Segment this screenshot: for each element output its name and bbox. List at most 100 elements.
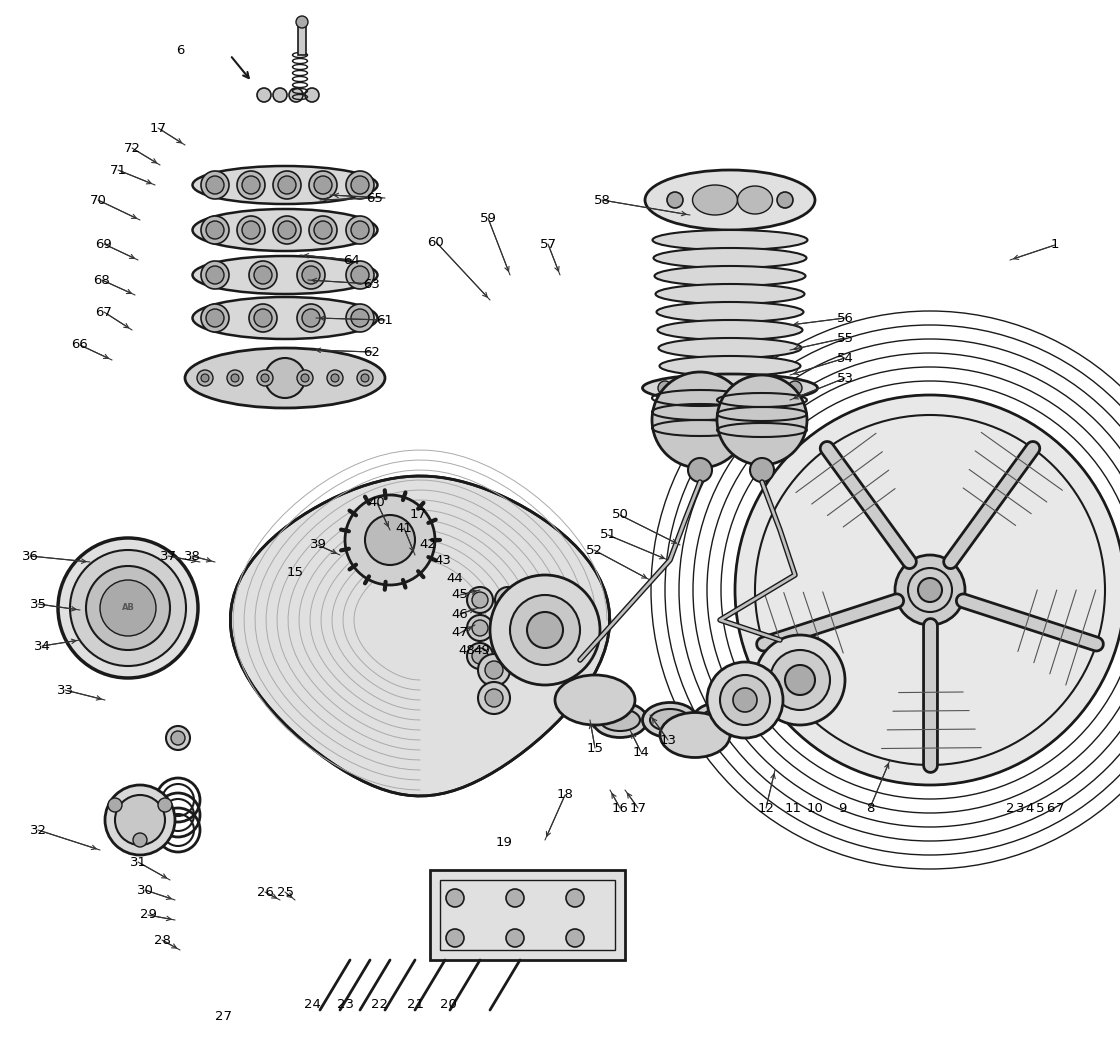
Ellipse shape (660, 712, 730, 758)
Ellipse shape (193, 297, 377, 339)
Circle shape (249, 261, 277, 289)
Circle shape (314, 176, 332, 194)
Text: 54: 54 (837, 351, 853, 365)
Text: 3: 3 (1016, 802, 1025, 815)
Ellipse shape (660, 355, 801, 376)
Circle shape (256, 88, 271, 102)
Circle shape (302, 309, 320, 327)
Text: 56: 56 (837, 311, 853, 325)
Circle shape (278, 221, 296, 239)
Circle shape (717, 375, 808, 466)
Text: 72: 72 (123, 142, 140, 154)
Circle shape (256, 370, 273, 386)
Text: 17: 17 (629, 802, 646, 815)
Circle shape (351, 309, 368, 327)
Circle shape (86, 566, 170, 650)
Circle shape (351, 176, 368, 194)
Text: 51: 51 (599, 529, 616, 542)
Text: 16: 16 (612, 802, 628, 815)
Text: 4: 4 (1026, 802, 1034, 815)
Circle shape (788, 381, 802, 395)
Text: 23: 23 (336, 999, 354, 1011)
Text: 24: 24 (304, 999, 320, 1011)
Circle shape (753, 381, 767, 395)
Circle shape (166, 726, 190, 750)
Ellipse shape (105, 785, 175, 855)
Text: 66: 66 (72, 339, 88, 351)
Circle shape (237, 171, 265, 199)
Circle shape (506, 889, 524, 907)
Text: 67: 67 (95, 306, 112, 318)
Circle shape (346, 304, 374, 332)
Circle shape (351, 266, 368, 284)
Circle shape (478, 654, 510, 686)
Circle shape (506, 929, 524, 947)
Text: 5: 5 (1036, 802, 1044, 815)
Text: 47: 47 (451, 626, 468, 639)
Ellipse shape (692, 185, 737, 215)
Text: 53: 53 (837, 371, 853, 384)
Ellipse shape (737, 186, 773, 214)
Text: 48: 48 (458, 644, 475, 657)
Ellipse shape (650, 709, 690, 731)
Circle shape (133, 833, 147, 847)
Text: 43: 43 (435, 553, 451, 566)
Bar (298, 25, 306, 55)
Circle shape (206, 221, 224, 239)
Ellipse shape (556, 675, 635, 725)
Circle shape (361, 373, 368, 382)
Text: 36: 36 (21, 549, 38, 563)
Circle shape (688, 458, 712, 482)
Circle shape (472, 647, 488, 664)
Text: 15: 15 (287, 565, 304, 579)
Circle shape (346, 171, 374, 199)
Circle shape (297, 261, 325, 289)
Circle shape (231, 373, 239, 382)
Text: АВ: АВ (122, 603, 134, 613)
Circle shape (755, 635, 844, 725)
Text: 19: 19 (495, 837, 513, 850)
Ellipse shape (193, 256, 377, 294)
Circle shape (495, 615, 521, 641)
Text: 15: 15 (587, 742, 604, 754)
Text: 46: 46 (451, 607, 468, 620)
Text: 61: 61 (376, 313, 393, 327)
Circle shape (200, 373, 209, 382)
Circle shape (273, 216, 301, 244)
Circle shape (249, 304, 277, 332)
Circle shape (446, 929, 464, 947)
Circle shape (485, 661, 503, 679)
Bar (440, 880, 615, 950)
Circle shape (278, 176, 296, 194)
Text: 69: 69 (95, 237, 112, 251)
Circle shape (510, 595, 580, 665)
Text: 8: 8 (866, 802, 875, 815)
Ellipse shape (653, 248, 806, 268)
Text: 65: 65 (366, 191, 383, 204)
Circle shape (659, 381, 672, 395)
Text: 21: 21 (407, 999, 423, 1011)
Circle shape (491, 574, 600, 685)
Circle shape (697, 191, 713, 208)
Text: 62: 62 (364, 346, 381, 359)
Circle shape (895, 555, 965, 625)
Circle shape (446, 889, 464, 907)
Circle shape (472, 592, 488, 608)
Circle shape (345, 495, 435, 585)
Circle shape (777, 191, 793, 208)
Ellipse shape (670, 375, 790, 393)
Circle shape (158, 798, 172, 811)
Text: 64: 64 (344, 254, 361, 267)
Ellipse shape (700, 709, 740, 731)
Circle shape (652, 372, 748, 468)
Text: 17: 17 (149, 122, 167, 134)
Text: 18: 18 (557, 788, 573, 802)
Text: 9: 9 (838, 802, 847, 815)
Circle shape (500, 592, 516, 608)
Circle shape (100, 580, 156, 636)
Circle shape (200, 171, 228, 199)
Circle shape (771, 650, 830, 710)
Text: 33: 33 (56, 683, 74, 696)
Circle shape (289, 88, 304, 102)
Circle shape (200, 216, 228, 244)
